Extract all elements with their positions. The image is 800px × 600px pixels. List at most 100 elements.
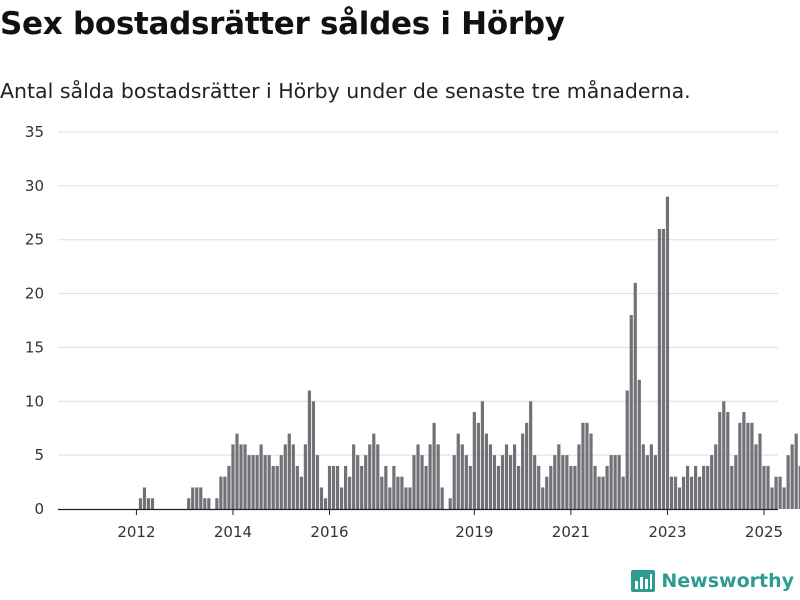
- bar: [537, 465, 541, 509]
- bar: [617, 455, 621, 509]
- bar: [718, 412, 722, 509]
- bar: [553, 455, 557, 509]
- bar: [384, 465, 388, 509]
- bar: [215, 498, 219, 509]
- bar: [331, 465, 336, 509]
- bar: [275, 465, 279, 509]
- bar: [585, 422, 589, 509]
- bar: [364, 455, 368, 509]
- bar: [504, 444, 509, 509]
- bar: [231, 444, 235, 509]
- bar: [368, 444, 372, 509]
- bar: [432, 422, 436, 509]
- bar: [295, 465, 299, 509]
- bar: [203, 498, 207, 509]
- bar: [484, 433, 489, 509]
- bar: [452, 455, 456, 509]
- bar: [601, 476, 605, 509]
- bar: [440, 487, 444, 509]
- bar: [348, 476, 352, 509]
- bar: [766, 465, 770, 509]
- bar: [207, 498, 211, 509]
- bar: [251, 455, 255, 509]
- bar: [259, 444, 263, 509]
- bar: [480, 401, 484, 509]
- bar: [235, 433, 239, 509]
- bar: [669, 476, 674, 509]
- bar: [496, 465, 501, 509]
- bar: [344, 465, 348, 509]
- bar: [508, 455, 513, 509]
- bar: [150, 498, 155, 509]
- bar: [529, 401, 533, 509]
- bar: [685, 465, 690, 509]
- x-tick-label: 2021: [552, 523, 590, 541]
- bar: [279, 455, 283, 509]
- bar: [372, 433, 376, 509]
- bar: [794, 433, 798, 509]
- bar: [360, 465, 364, 509]
- bar: [613, 455, 617, 509]
- bar: [500, 455, 505, 509]
- bar: [702, 465, 706, 509]
- bar: [770, 487, 774, 509]
- bar: [323, 498, 328, 509]
- bar: [673, 476, 678, 509]
- bar: [311, 401, 316, 509]
- x-tick-label: 2019: [455, 523, 493, 541]
- bar: [706, 465, 710, 509]
- y-tick-label: 5: [34, 446, 44, 464]
- bar: [380, 476, 384, 509]
- bar: [315, 455, 320, 509]
- bar: [645, 455, 649, 509]
- bar: [146, 498, 151, 509]
- bar: [388, 487, 392, 509]
- bar: [299, 476, 303, 509]
- bar: [138, 498, 143, 509]
- bar: [396, 476, 400, 509]
- bar: [287, 433, 291, 509]
- bar: [786, 455, 790, 509]
- bar: [790, 444, 794, 509]
- bar: [492, 455, 497, 509]
- bar: [271, 465, 275, 509]
- bar: [187, 498, 191, 509]
- bar: [629, 315, 633, 509]
- bar: [408, 487, 412, 509]
- gridlines: [58, 131, 778, 456]
- bar: [199, 487, 203, 509]
- bar: [476, 422, 480, 509]
- bar: [738, 422, 742, 509]
- bar: [448, 498, 452, 509]
- bar: [593, 465, 597, 509]
- bar: [758, 433, 762, 509]
- x-tick-label: 2023: [648, 523, 686, 541]
- bar: [416, 444, 420, 509]
- bar: [239, 444, 243, 509]
- bar: [376, 444, 380, 509]
- x-tick-label: 2016: [310, 523, 348, 541]
- y-axis-labels: 0 5 10 15 20 25 30 35: [25, 123, 44, 518]
- bar: [710, 455, 714, 509]
- bar: [754, 444, 758, 509]
- bar: [339, 487, 344, 509]
- bar: [319, 487, 324, 509]
- bar: [533, 455, 537, 509]
- bar: [677, 487, 682, 509]
- bar: [263, 455, 267, 509]
- bar: [525, 422, 529, 509]
- chart-title: Sex bostadsrätter såldes i Hörby: [0, 6, 565, 42]
- bar: [428, 444, 432, 509]
- bar: [714, 444, 718, 509]
- bar: [291, 444, 295, 509]
- y-tick-label: 20: [25, 285, 44, 303]
- bar: [698, 476, 702, 509]
- bar: [625, 390, 629, 509]
- bar: [649, 444, 653, 509]
- bar: [726, 412, 730, 509]
- bar-chart-logo-icon: [631, 570, 656, 592]
- bar: [545, 476, 549, 509]
- bar: [195, 487, 199, 509]
- bar: [335, 465, 340, 509]
- bar: [352, 444, 356, 509]
